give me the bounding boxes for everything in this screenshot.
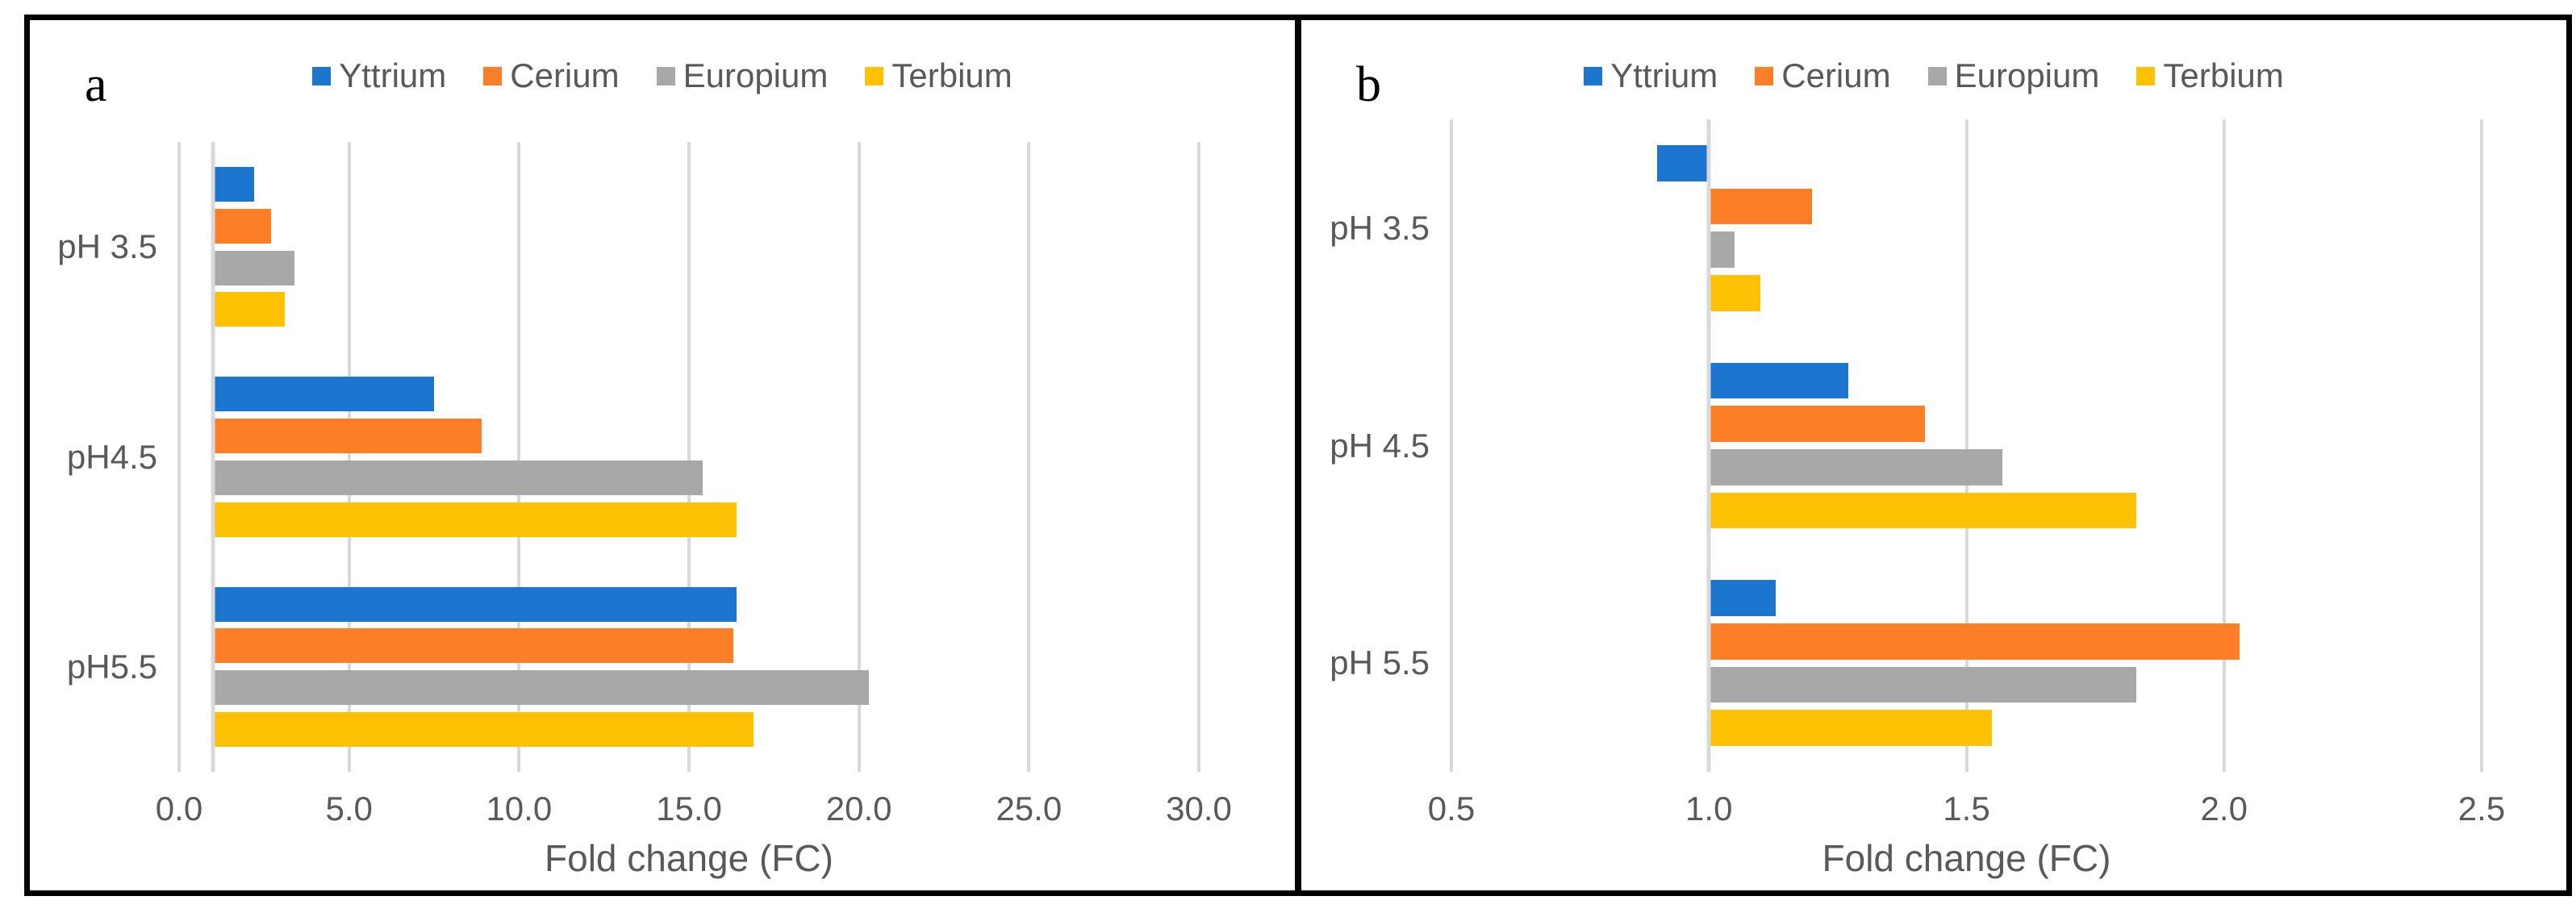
bar-europium-ph5.5 bbox=[1709, 666, 2137, 703]
gridline bbox=[2222, 119, 2226, 772]
legend-item-cerium: Cerium bbox=[1755, 56, 1891, 95]
bar-terbium-ph4.5 bbox=[213, 502, 737, 537]
legend-swatch-icon bbox=[1755, 66, 1774, 85]
legend-label: Cerium bbox=[510, 56, 620, 94]
bar-cerium-ph3.5 bbox=[213, 208, 271, 244]
legend-item-terbium: Terbium bbox=[865, 56, 1012, 95]
bar-terbium-ph4.5 bbox=[1709, 492, 2137, 529]
x-tick-label: 15.0 bbox=[656, 790, 722, 827]
panel-b: b Yttrium Cerium Europium Terbium 0.5 1.0 1.5… bbox=[1301, 20, 2566, 890]
legend-swatch-icon bbox=[2136, 66, 2156, 85]
bar-cerium-ph5.5 bbox=[213, 628, 733, 664]
bar-europium-ph3.5 bbox=[1709, 231, 1735, 268]
bar-terbium-ph3.5 bbox=[213, 292, 285, 327]
bar-yttrium-ph4.5 bbox=[1709, 362, 1848, 399]
bar-cerium-ph3.5 bbox=[1709, 188, 1812, 225]
x-tick-label: 25.0 bbox=[996, 790, 1063, 827]
plot-area-panel-b: 0.5 1.0 1.5 2.0 2.5 pH 3.5 pH 4.5 pH 5.5 bbox=[1330, 119, 2505, 827]
bar-cerium-ph5.5 bbox=[1709, 623, 2240, 660]
gridline bbox=[1027, 142, 1031, 772]
category-label: pH5.5 bbox=[66, 647, 157, 686]
category-axis-line bbox=[1706, 119, 1711, 772]
x-axis-title: Fold change (FC) bbox=[545, 837, 833, 879]
gridline bbox=[347, 142, 351, 772]
x-tick-label: 20.0 bbox=[825, 790, 892, 827]
gridline bbox=[2480, 119, 2483, 772]
plot-area-panel-a: 0.0 5.0 10.0 15.0 20.0 25.0 30.0 pH 3.5 pH4.5 pH5… bbox=[57, 142, 1232, 827]
legend-item-cerium: Cerium bbox=[483, 56, 620, 95]
bar-cerium-ph4.5 bbox=[1709, 406, 1926, 442]
x-tick-label: 2.0 bbox=[2200, 790, 2248, 827]
legend-label: Terbium bbox=[891, 56, 1012, 94]
legend-swatch-icon bbox=[312, 66, 332, 85]
x-tick-label: 1.5 bbox=[1943, 790, 1990, 827]
bar-europium-ph5.5 bbox=[213, 670, 870, 706]
figure-frame: a Yttrium Cerium Europium Terbium 0.0 5.0 10.… bbox=[24, 15, 2572, 896]
x-tick-label: 0.5 bbox=[1427, 790, 1476, 827]
legend-label: Cerium bbox=[1781, 56, 1891, 94]
legend-panel-a: Yttrium Cerium Europium Terbium bbox=[30, 56, 1295, 95]
category-label: pH 3.5 bbox=[57, 227, 157, 266]
category-label: pH4.5 bbox=[66, 437, 157, 476]
legend-item-terbium: Terbium bbox=[2136, 56, 2284, 95]
bar-cerium-ph4.5 bbox=[213, 419, 482, 454]
gridline bbox=[517, 142, 521, 772]
x-tick-label: 2.5 bbox=[2457, 790, 2506, 827]
category-label: pH 5.5 bbox=[1330, 644, 1430, 682]
x-tick-label: 0.0 bbox=[155, 790, 203, 827]
legend-label: Yttrium bbox=[1610, 56, 1718, 94]
gridline bbox=[1964, 119, 1969, 772]
bar-yttrium-ph4.5 bbox=[213, 377, 434, 412]
x-axis-title: Fold change (FC) bbox=[1822, 837, 2111, 879]
legend-item-europium: Europium bbox=[656, 56, 829, 95]
bar-europium-ph4.5 bbox=[213, 460, 703, 495]
gridline bbox=[1450, 119, 1453, 772]
gridline bbox=[687, 142, 691, 772]
legend-label: Europium bbox=[1954, 56, 2100, 94]
bar-terbium-ph5.5 bbox=[213, 712, 754, 748]
category-axis-line bbox=[211, 142, 215, 772]
bar-yttrium-ph5.5 bbox=[1709, 580, 1776, 616]
legend-swatch-icon bbox=[1584, 66, 1603, 85]
legend-item-yttrium: Yttrium bbox=[1584, 56, 1718, 95]
legend-label: Terbium bbox=[2163, 56, 2284, 94]
bar-yttrium-ph3.5 bbox=[213, 166, 254, 202]
legend-label: Yttrium bbox=[339, 56, 447, 94]
panel-a-letter: a bbox=[85, 57, 107, 112]
legend-swatch-icon bbox=[865, 66, 884, 85]
gridline bbox=[857, 142, 861, 772]
bar-yttrium-ph5.5 bbox=[213, 586, 737, 622]
bar-yttrium-ph3.5 bbox=[1657, 145, 1710, 181]
x-tick-label: 5.0 bbox=[325, 790, 373, 827]
gridline bbox=[1197, 142, 1200, 772]
bar-terbium-ph3.5 bbox=[1709, 275, 1761, 311]
category-label: pH 3.5 bbox=[1330, 208, 1430, 247]
legend-item-europium: Europium bbox=[1927, 56, 2100, 95]
legend-item-yttrium: Yttrium bbox=[312, 56, 446, 95]
legend-swatch-icon bbox=[483, 66, 503, 85]
legend-label: Europium bbox=[683, 56, 829, 94]
x-tick-label: 30.0 bbox=[1166, 790, 1232, 827]
x-tick-label: 1.0 bbox=[1685, 790, 1733, 827]
panel-a: a Yttrium Cerium Europium Terbium 0.0 5.0 10.… bbox=[30, 20, 1301, 890]
bar-terbium-ph5.5 bbox=[1709, 710, 1993, 746]
bar-europium-ph4.5 bbox=[1709, 449, 2003, 486]
legend-swatch-icon bbox=[656, 66, 675, 85]
bar-europium-ph3.5 bbox=[213, 250, 295, 286]
category-label: pH 4.5 bbox=[1330, 426, 1430, 465]
panel-b-letter: b bbox=[1356, 57, 1381, 112]
x-tick-label: 10.0 bbox=[486, 790, 553, 827]
gridline bbox=[177, 142, 181, 772]
legend-swatch-icon bbox=[1927, 66, 1947, 85]
legend-panel-b: Yttrium Cerium Europium Terbium bbox=[1301, 56, 2566, 95]
